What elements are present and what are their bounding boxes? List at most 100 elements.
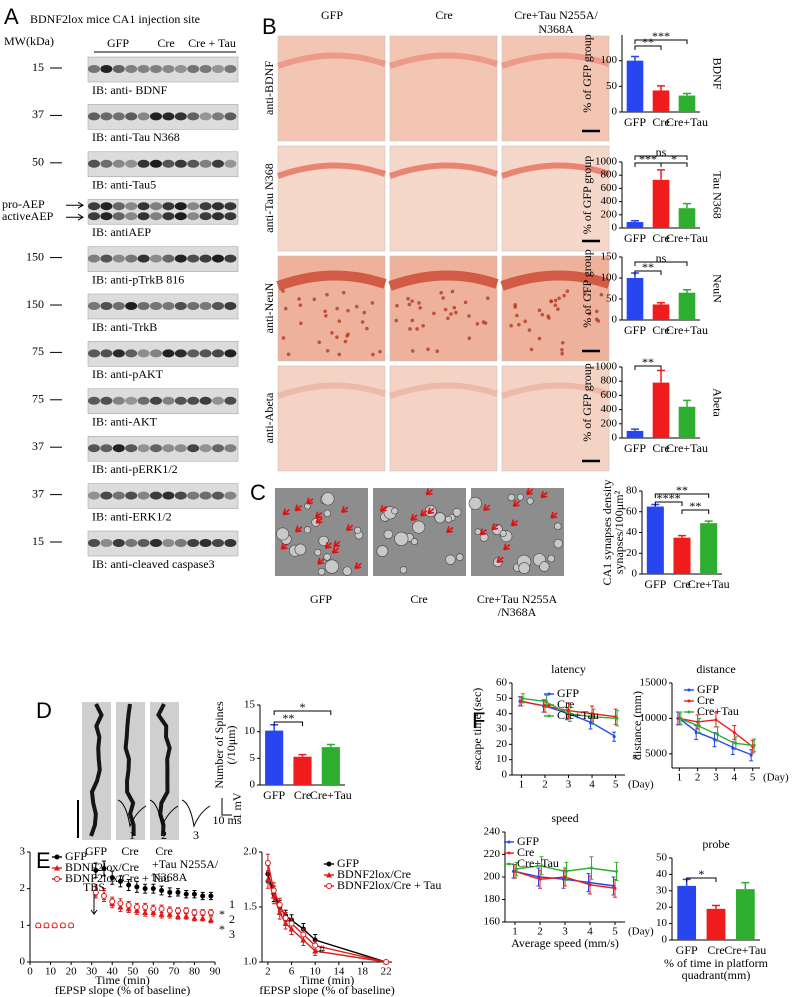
stained-cell [335, 306, 339, 311]
stained-cell [354, 304, 359, 309]
legend-marker [326, 861, 332, 867]
blot-band [125, 539, 138, 547]
x-tick-label: 2 [542, 779, 548, 791]
bar [626, 60, 644, 112]
x-tick-label: Cre [652, 231, 669, 245]
point [288, 920, 295, 927]
cell-layer [500, 52, 610, 69]
legend-label: GFP [697, 682, 719, 696]
significance-bracket [634, 155, 688, 160]
column-label: N368A [538, 22, 574, 36]
blot-band [137, 212, 150, 221]
blot-band [212, 396, 224, 405]
blot-band [174, 65, 187, 73]
error-bar [657, 85, 665, 91]
trace-label: 3 [193, 828, 199, 842]
point [158, 911, 165, 917]
blot-band [150, 539, 162, 547]
blot-label: IB: anti-Tau5 [92, 178, 156, 192]
y-tick-label: 0 [662, 934, 668, 946]
y-tick-label: 800 [601, 169, 618, 181]
significance-bracket [654, 493, 710, 498]
y-tick-label: 0 [612, 432, 618, 444]
blot-band [100, 159, 113, 168]
point [731, 746, 735, 750]
cell-layer [276, 162, 386, 179]
significance-label: ns [656, 251, 667, 265]
stained-cell [560, 351, 564, 356]
blot-band [174, 444, 187, 453]
y-tick-label: 40 [496, 707, 508, 719]
stained-cell [560, 347, 564, 352]
y-tick-label: 15000 [640, 677, 668, 689]
error-bar [712, 904, 720, 909]
cell-layer [500, 270, 611, 291]
y-tick-label: 1 [20, 919, 26, 931]
significance-bracket [634, 45, 662, 50]
point [612, 735, 616, 739]
legend-label: Cre+Tau [517, 856, 559, 870]
stained-cell [443, 307, 448, 312]
x-tick-label: Cre+Tau [666, 231, 708, 245]
em-caption: GFP [310, 592, 332, 606]
band-marker: activeAEP [2, 209, 54, 223]
blot-band [100, 212, 113, 221]
point [563, 875, 567, 879]
blot-band [150, 349, 162, 358]
synapse-arrow [294, 525, 303, 533]
x-tick-label: 5 [750, 772, 756, 784]
stained-cell [562, 293, 566, 298]
em-caption: /N368A [498, 605, 537, 619]
x-tick-label: 4 [589, 779, 595, 791]
x-tick-label: 1 [519, 779, 525, 791]
significance-bracket [634, 261, 688, 266]
mw-label: 15 [32, 60, 44, 74]
error-bar [631, 219, 639, 223]
blot [87, 56, 239, 83]
y-tick-label: 10000 [640, 712, 668, 724]
y-tick-label: 1.0 [243, 956, 257, 968]
side-label: NeuN [710, 274, 724, 303]
panel-letter: C [250, 480, 266, 505]
point [588, 883, 592, 887]
blot-band [224, 65, 237, 73]
error-bar [741, 881, 750, 890]
cell-layer [500, 382, 610, 399]
point [282, 915, 289, 921]
em-vesicle [294, 543, 307, 556]
blot-band [224, 491, 237, 500]
blot-band [150, 396, 162, 405]
y-tick-label: 180 [484, 893, 501, 905]
legend-marker [326, 872, 332, 878]
blot-band [137, 539, 150, 547]
point [142, 904, 149, 910]
point [117, 878, 123, 884]
panel-letter: B [262, 14, 277, 39]
synapse-arrow [502, 543, 511, 551]
blot-band [199, 254, 212, 263]
blot-band [174, 349, 187, 358]
y-tick-label: 1000 [595, 361, 618, 373]
x-tick-label: 70 [168, 966, 180, 978]
em-vesicle [456, 553, 464, 561]
blot-band [199, 349, 212, 358]
y-tick-label: 0 [612, 314, 618, 326]
error-bar [683, 289, 691, 293]
blot-band [212, 212, 224, 221]
y-tick-label: 0 [612, 106, 618, 118]
point [183, 891, 189, 897]
blot-band [187, 112, 200, 121]
stained-cell [481, 320, 486, 324]
blot-band [112, 539, 125, 547]
point [175, 889, 181, 895]
blot-label: IB: anti-cleaved caspase3 [92, 557, 215, 571]
x-tick-label: 5 [612, 926, 618, 938]
blot-band [224, 302, 237, 310]
point [142, 909, 149, 915]
y-tick-label: 1000 [595, 156, 618, 168]
mw-label: 50 [32, 155, 44, 169]
x-tick-label: Cre+Tau [688, 577, 730, 591]
y-tick-label: 600 [601, 182, 618, 194]
y-tick-label: 220 [484, 848, 501, 860]
blot-band [100, 396, 113, 405]
